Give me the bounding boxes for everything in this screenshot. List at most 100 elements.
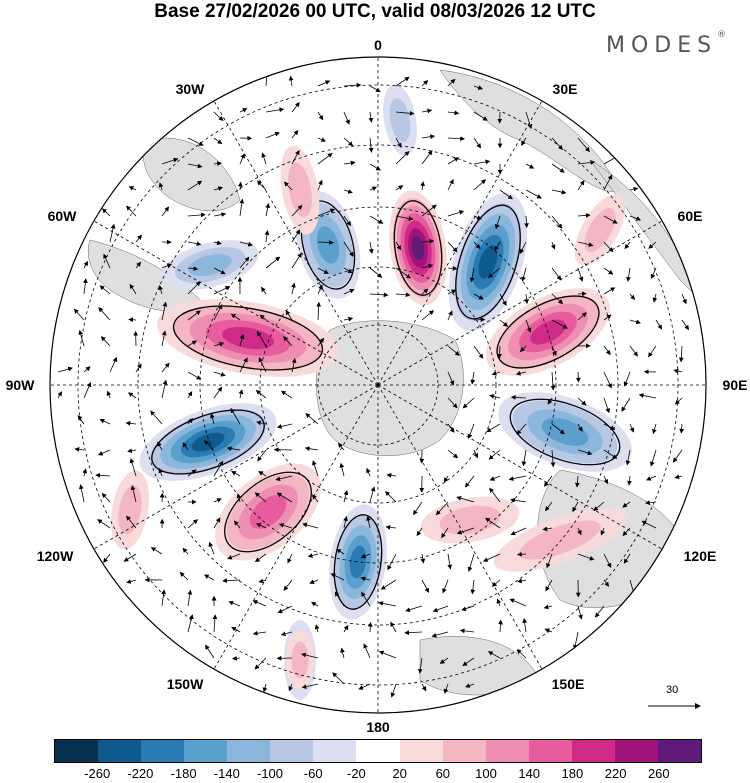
wind-arrow <box>369 85 381 93</box>
contour-5 <box>151 409 265 475</box>
wind-arrow <box>135 234 142 243</box>
wind-arrow <box>227 553 241 560</box>
wind-arrow <box>524 293 529 305</box>
wind-arrow <box>603 174 613 191</box>
wind-arrow <box>83 260 89 269</box>
colorbar-swatch-12 <box>571 740 615 762</box>
anomaly-12-level-1 <box>118 485 142 535</box>
wind-arrow <box>577 241 594 247</box>
wind-arrow <box>525 189 542 199</box>
wind-arrow <box>203 574 215 581</box>
wind-arrow <box>577 423 583 432</box>
wind-arrow <box>187 266 199 272</box>
wind-arrow <box>469 267 475 283</box>
landmass-0 <box>316 320 464 456</box>
wind-arrow <box>239 256 250 269</box>
wind-arrow <box>627 475 632 486</box>
wind-arrow <box>378 601 397 607</box>
colorbar-tick-label: 180 <box>561 766 584 781</box>
wind-arrow <box>265 256 281 269</box>
graticule <box>50 57 706 713</box>
wind-arrow <box>343 215 352 227</box>
wind-arrow <box>360 576 371 582</box>
contour-8 <box>333 514 383 610</box>
wind-arrow <box>404 630 423 636</box>
wind-arrow <box>551 163 565 173</box>
wind-arrow <box>547 397 553 405</box>
wind-arrow <box>261 152 267 165</box>
anomaly-17-level-1 <box>291 641 309 679</box>
wind-arrow <box>99 418 111 425</box>
wind-arrow <box>343 160 356 166</box>
wind-arrow <box>283 336 293 347</box>
wind-arrow <box>257 449 267 462</box>
wind-arrow <box>594 605 605 618</box>
wind-arrow <box>515 370 527 376</box>
wind-arrow <box>387 553 397 571</box>
wind-arrow <box>603 423 616 430</box>
wind-arrow <box>317 208 336 217</box>
wind-arrow <box>368 241 374 254</box>
wind-arrow <box>312 460 319 477</box>
wind-arrow <box>603 314 612 321</box>
wind-arrow <box>378 650 397 659</box>
wind-arrow <box>395 241 402 251</box>
wind-arrow <box>276 423 293 429</box>
wind-arrow <box>187 371 202 380</box>
meridian-4 <box>377 384 663 550</box>
wind-arrow <box>361 591 371 607</box>
wind-arrow <box>278 523 293 529</box>
wind-arrow <box>395 110 415 116</box>
wind-arrow <box>473 449 479 459</box>
wind-arrow <box>283 181 293 191</box>
wind-arrow <box>213 137 223 145</box>
wind-arrow <box>258 470 267 477</box>
wind-arrow <box>519 241 527 254</box>
wind-arrow <box>187 137 204 146</box>
wind-arrow <box>550 371 556 391</box>
wind-arrow <box>494 215 501 230</box>
wind-arrow <box>103 553 111 563</box>
wind-arrow <box>447 371 455 386</box>
wind-arrow <box>421 134 436 140</box>
wind-arrow <box>421 683 427 692</box>
wind-arrow <box>447 210 465 217</box>
wind-arrow <box>577 267 584 282</box>
wind-arrow <box>291 204 303 217</box>
wind-arrow <box>577 212 591 218</box>
wind-arrow <box>489 475 501 481</box>
wind-arrow <box>447 110 460 116</box>
wind-arrow <box>467 553 475 572</box>
wind-arrow <box>369 267 383 278</box>
wind-arrow <box>380 579 397 590</box>
wind-arrow <box>545 501 553 512</box>
wind-arrow <box>265 107 285 113</box>
anomaly-7-level-3 <box>249 495 287 529</box>
colorbar-swatch-5 <box>270 740 314 762</box>
wind-arrow <box>603 267 614 275</box>
wind-arrow <box>641 520 657 529</box>
anomaly-0-level-6 <box>411 235 425 261</box>
wind-arrow <box>603 371 612 389</box>
wind-arrow <box>674 397 683 405</box>
wind-arrow <box>369 215 384 224</box>
wind-arrow <box>158 285 163 295</box>
lon-label-90w: 90W <box>5 377 35 393</box>
lon-label-30e: 30E <box>552 81 578 97</box>
wind-arrow <box>203 439 215 451</box>
wind-arrow <box>277 605 293 614</box>
wind-arrow <box>577 449 593 456</box>
wind-arrow <box>258 357 267 373</box>
wind-arrow <box>232 655 241 661</box>
chart-title: Base 27/02/2026 00 UTC, valid 08/03/2026… <box>154 1 596 22</box>
wind-arrow <box>421 263 434 269</box>
wind-arrow <box>337 442 345 451</box>
wind-arrow <box>213 212 227 217</box>
wind-arrow <box>551 215 563 229</box>
wind-arrow <box>317 152 333 165</box>
wind-arrow <box>254 553 267 563</box>
wind-arrow <box>291 101 300 113</box>
wind-arrow <box>499 319 509 327</box>
wind-arrow <box>603 475 609 485</box>
